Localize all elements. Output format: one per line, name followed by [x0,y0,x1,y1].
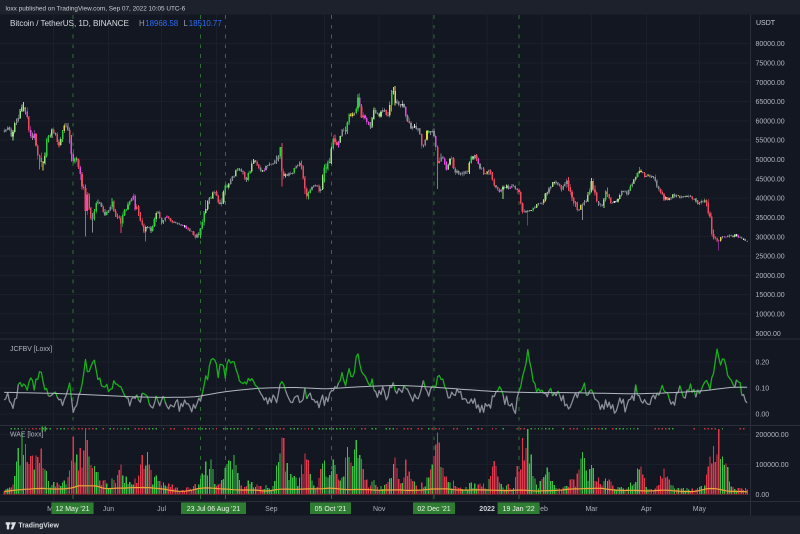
svg-text:Apr: Apr [641,506,653,513]
svg-text:55000.00: 55000.00 [756,138,785,145]
svg-text:70000.00: 70000.00 [756,80,785,87]
svg-text:0.20: 0.20 [756,360,770,367]
svg-text:Sep: Sep [265,506,278,513]
svg-text:65000.00: 65000.00 [756,99,785,106]
svg-text:L: L [184,19,189,28]
svg-text:40000.00: 40000.00 [756,196,785,203]
svg-text:2022: 2022 [479,506,495,513]
svg-text:15000.00: 15000.00 [756,292,785,299]
svg-text:20000.00: 20000.00 [756,273,785,280]
svg-text:60000.00: 60000.00 [756,118,785,125]
svg-text:May: May [693,506,707,513]
svg-text:100000.00: 100000.00 [756,462,789,469]
svg-text:Jul: Jul [157,506,166,513]
svg-text:12 May '21: 12 May '21 [55,506,89,513]
svg-text:23 Jul 06 Aug '21: 23 Jul 06 Aug '21 [187,506,241,513]
svg-text:200000.00: 200000.00 [756,432,789,439]
svg-text:18510.77: 18510.77 [189,19,222,28]
svg-text:JCFBV [Loxx]: JCFBV [Loxx] [10,346,52,353]
svg-text:35000.00: 35000.00 [756,215,785,222]
svg-text:45000.00: 45000.00 [756,176,785,183]
svg-text:05 Oct '21: 05 Oct '21 [315,506,347,513]
svg-text:0.00: 0.00 [756,492,770,499]
svg-text:WAE [loxx]: WAE [loxx] [10,432,44,439]
svg-text:Mar: Mar [585,506,598,513]
svg-text:H: H [139,19,145,28]
svg-text:30000.00: 30000.00 [756,234,785,241]
svg-text:TradingView: TradingView [18,523,59,530]
svg-text:02 Dec '21: 02 Dec '21 [417,506,450,513]
svg-text:0.10: 0.10 [756,386,770,393]
svg-text:19 Jan '22: 19 Jan '22 [503,506,535,513]
svg-text:10000.00: 10000.00 [756,312,785,319]
svg-text:Nov: Nov [373,506,386,513]
svg-text:USDT: USDT [756,20,776,27]
svg-text:50000.00: 50000.00 [756,157,785,164]
svg-text:Feb: Feb [536,506,548,513]
svg-text:5000.00: 5000.00 [756,331,781,338]
svg-text:75000.00: 75000.00 [756,61,785,68]
svg-text:loxx published on TradingView.: loxx published on TradingView.com, Sep 0… [6,5,186,12]
svg-text:18968.58: 18968.58 [145,19,179,28]
svg-text:Jun: Jun [103,506,114,513]
svg-text:Bitcoin / TetherUS, 1D, BINANC: Bitcoin / TetherUS, 1D, BINANCE [10,19,129,28]
svg-text:25000.00: 25000.00 [756,254,785,261]
svg-text:0.00: 0.00 [756,412,770,419]
svg-text:80000.00: 80000.00 [756,41,785,48]
